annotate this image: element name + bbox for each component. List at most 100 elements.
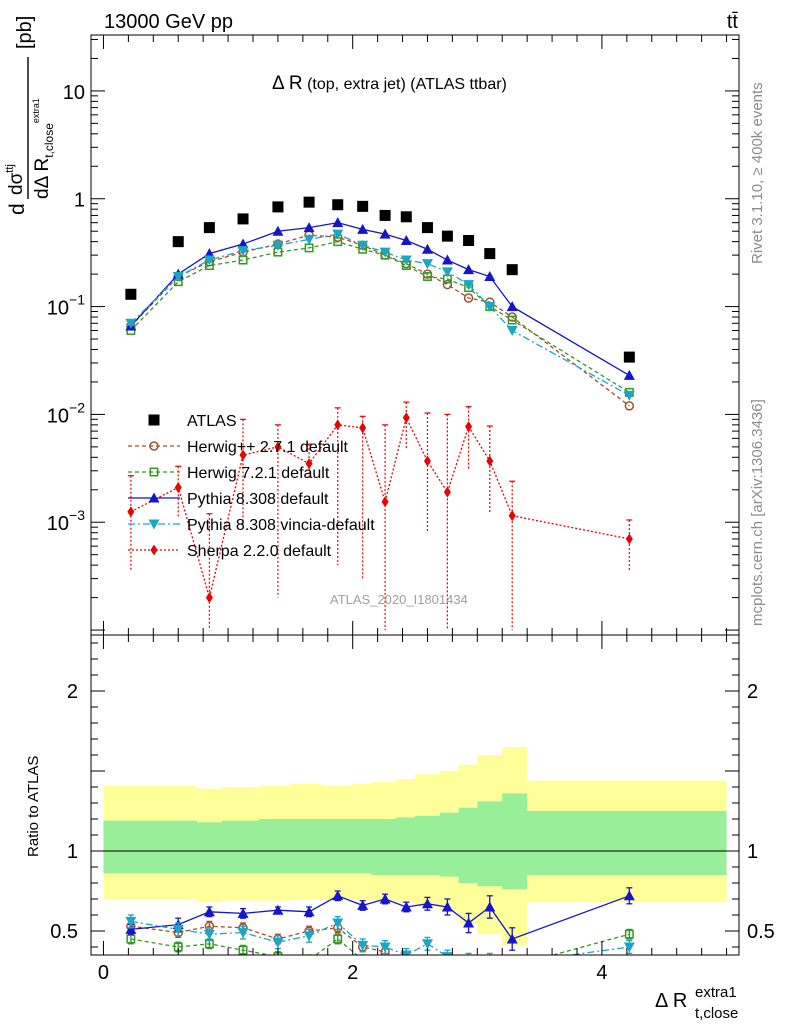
ratio-point-pythia-8-308-vincia-default — [400, 950, 412, 955]
legend-label-atlas: ATLAS — [187, 413, 237, 430]
point-sherpa-2-2-0-default — [381, 496, 389, 508]
point-pythia-8-308-default — [400, 234, 412, 245]
line-pythia-8-308-vincia-default — [130, 233, 630, 396]
point-pythia-8-308-default — [357, 223, 369, 234]
line-sherpa-2-2-0-default — [130, 415, 630, 601]
ratio-point-pythia-8-308-vincia-default — [421, 939, 433, 950]
point-pythia-8-308-default — [484, 271, 496, 282]
point-pythia-8-308-default — [421, 243, 433, 254]
legend-label-pythia-8-308-default: Pythia 8.308 default — [187, 491, 329, 508]
point-sherpa-2-2-0-default — [402, 412, 410, 424]
point-atlas — [237, 213, 249, 225]
ratio-point-herwig-7-2-1-default — [333, 934, 343, 944]
y-tick-label-top: 10−1 — [47, 292, 85, 320]
point-pythia-8-308-default — [506, 301, 518, 312]
line-pythia-8-308-default — [130, 221, 630, 376]
rivet-version-label: Rivet 3.1.10, ≥ 400k events — [749, 82, 766, 264]
point-sherpa-2-2-0-default — [625, 533, 633, 545]
point-pythia-8-308-vincia-default — [379, 247, 391, 258]
legend-marker-herwig-2-7-1-default — [149, 441, 159, 451]
ratio-point-herwig-7-2-1-default — [238, 945, 248, 955]
ratio-point-pythia-8-308-default — [203, 906, 215, 917]
y-label-ttj: ttj — [4, 164, 16, 173]
legend-marker-pythia-8-308-vincia-default — [148, 519, 160, 530]
x-tick-label: 4 — [596, 962, 607, 984]
plot-title-main: Δ R — [272, 73, 303, 94]
point-herwig-2-7-1-default — [442, 279, 453, 290]
point-sherpa-2-2-0-default — [239, 449, 247, 461]
point-pythia-8-308-default — [303, 222, 315, 233]
point-atlas — [172, 236, 184, 248]
energy-label: 13000 GeV pp — [104, 11, 233, 33]
mcplots-source-label: mcplots.cern.ch [arXiv:1306.3436] — [749, 399, 766, 626]
ratio-point-pythia-8-308-default — [237, 907, 249, 918]
y-tick-label-ratio-right: 2 — [747, 681, 758, 703]
point-sherpa-2-2-0-default — [465, 421, 473, 433]
point-sherpa-2-2-0-default — [334, 419, 342, 431]
line-herwig-7-2-1-default — [130, 240, 630, 393]
ratio-point-herwig-7-2-1-default — [305, 956, 312, 963]
x-label-base: Δ R — [655, 990, 687, 1012]
point-pythia-8-308-vincia-default — [506, 325, 518, 336]
ratio-point-herwig-7-2-1-default — [444, 963, 451, 970]
ratio-point-pythia-8-308-vincia-default — [272, 937, 284, 948]
ratio-line-pythia-8-308-vincia-default — [130, 920, 630, 955]
point-atlas — [379, 209, 391, 221]
point-pythia-8-308-vincia-default — [172, 272, 184, 283]
y-label-dsigma: dσ — [6, 172, 27, 195]
y-axis-label-ratio: Ratio to ATLAS — [25, 756, 42, 857]
legend-marker-atlas — [148, 414, 160, 426]
legend-marker-sherpa-2-2-0-default — [150, 544, 158, 556]
x-label-sub: t,close — [695, 1005, 738, 1022]
svg-text:dσttj: dσttj — [4, 164, 27, 195]
ratio-point-pythia-8-308-default — [484, 901, 496, 912]
ratio-point-pythia-8-308-default — [463, 917, 475, 928]
y-label-d: d — [6, 203, 29, 215]
ratio-point-pythia-8-308-vincia-default — [379, 942, 391, 953]
y-tick-label-mantissa: 10 — [47, 513, 69, 535]
y-tick-label-mantissa: 10 — [47, 298, 69, 320]
x-axis-label: Δ R extra1 t,close — [655, 984, 738, 1022]
ratio-band-inner — [103, 793, 727, 890]
y-tick-label-ratio-left: 2 — [67, 681, 78, 703]
y-label-dDR: dΔ R — [32, 158, 53, 199]
ratio-point-herwig-7-2-1-default — [381, 959, 388, 966]
point-atlas — [203, 222, 215, 234]
ratio-point-pythia-8-308-vincia-default — [463, 955, 474, 965]
point-pythia-8-308-default — [272, 225, 284, 236]
process-label: tt̄ — [727, 11, 739, 33]
y-tick-label-exponent: −2 — [69, 399, 85, 415]
plot-title-detail: (top, extra jet) (ATLAS ttbar) — [303, 76, 507, 93]
point-pythia-8-308-default — [441, 254, 453, 265]
point-sherpa-2-2-0-default — [127, 506, 135, 518]
y-tick-label-top: 10−3 — [47, 507, 85, 535]
ratio-point-herwig-7-2-1-default — [359, 956, 366, 963]
point-atlas — [441, 230, 453, 242]
ratio-point-pythia-8-308-vincia-default — [125, 916, 137, 927]
ratio-panel-content — [91, 747, 739, 970]
ratio-point-pythia-8-308-default — [332, 890, 344, 901]
point-pythia-8-308-default — [379, 228, 391, 239]
point-atlas — [357, 200, 369, 212]
ratio-point-pythia-8-308-vincia-default — [203, 929, 215, 940]
ratio-point-pythia-8-308-vincia-default — [484, 955, 495, 965]
svg-text:d: d — [6, 203, 29, 215]
point-atlas — [400, 211, 412, 223]
point-herwig-7-2-1-default — [507, 315, 517, 325]
legend: ATLAS Herwig++ 2.7.1 default Herwig 7.2.1 … — [128, 413, 375, 560]
ratio-point-pythia-8-308-vincia-default — [332, 918, 344, 929]
legend-marker-pythia-8-308-default — [148, 492, 160, 503]
point-atlas — [303, 196, 315, 208]
point-pythia-8-308-vincia-default — [237, 246, 249, 257]
point-pythia-8-308-vincia-default — [203, 255, 215, 266]
line-herwig-2-7-1-default — [130, 234, 630, 407]
point-sherpa-2-2-0-default — [486, 455, 494, 467]
point-pythia-8-308-vincia-default — [421, 259, 433, 270]
point-atlas — [463, 234, 475, 246]
y-label-tclose: t,close — [42, 123, 56, 158]
point-atlas — [506, 264, 518, 276]
point-pythia-8-308-default — [623, 369, 635, 380]
point-atlas — [623, 351, 635, 363]
x-tick-label: 2 — [347, 962, 358, 984]
point-atlas — [125, 288, 137, 300]
